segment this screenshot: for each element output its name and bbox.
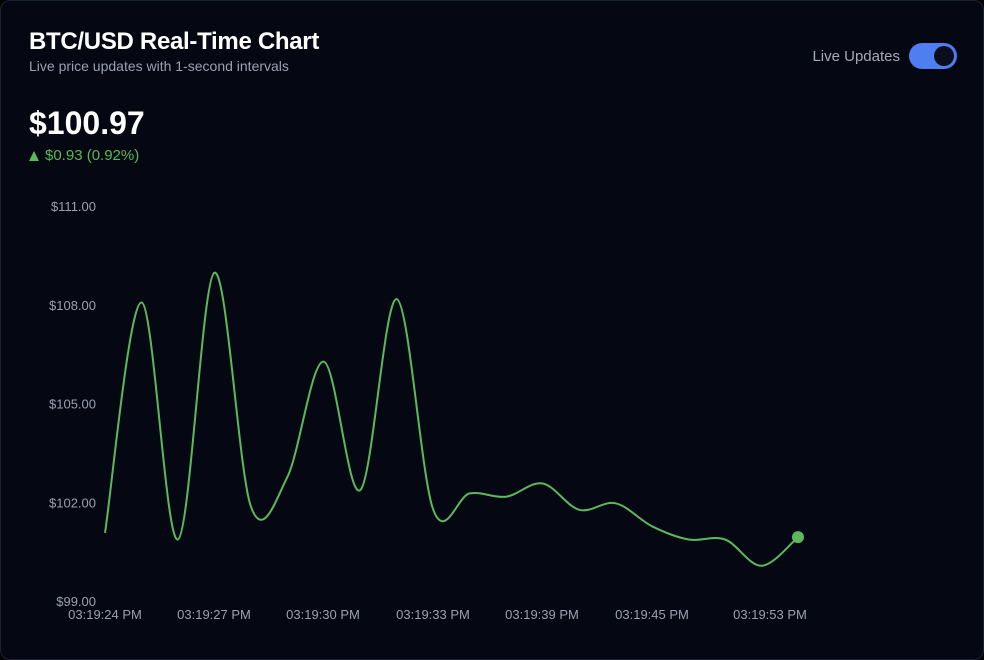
y-tick-label: $111.00 (51, 199, 96, 214)
price-change: $0.93 (0.92%) (29, 147, 139, 164)
y-tick-label: $99.00 (56, 594, 96, 609)
x-tick-label: 03:19:24 PM (68, 607, 142, 622)
live-updates-toggle[interactable] (909, 43, 957, 69)
x-tick-label: 03:19:39 PM (505, 607, 579, 622)
price-series-line (104, 271, 799, 567)
y-tick-label: $105.00 (49, 397, 96, 412)
x-tick-label: 03:19:33 PM (396, 607, 470, 622)
up-arrow-icon (29, 150, 39, 161)
y-tick-label: $108.00 (49, 298, 96, 313)
chart-title: BTC/USD Real-Time Chart (29, 28, 320, 55)
live-updates-label: Live Updates (812, 47, 900, 65)
x-tick-label: 03:19:53 PM (733, 607, 807, 622)
toggle-knob (934, 46, 954, 66)
y-tick-label: $102.00 (49, 495, 96, 510)
price-change-value: $0.93 (0.92%) (45, 147, 140, 164)
x-tick-label: 03:19:27 PM (177, 607, 251, 622)
live-updates-control: Live Updates (812, 43, 957, 69)
x-tick-label: 03:19:30 PM (286, 607, 360, 622)
chart-subtitle: Live price updates with 1-second interva… (29, 58, 289, 74)
current-price: $100.97 (29, 105, 145, 141)
latest-price-point[interactable] (792, 531, 804, 544)
x-tick-label: 03:19:45 PM (615, 607, 689, 622)
